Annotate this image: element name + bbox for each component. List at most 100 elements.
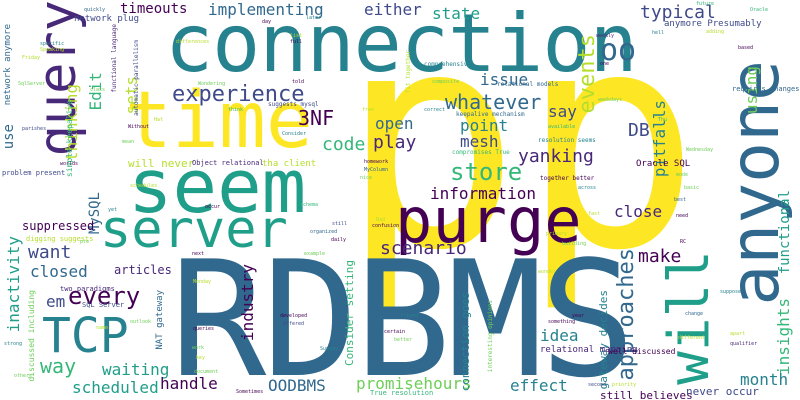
word-daily: daily [331,237,347,243]
word-free: free [362,107,375,113]
word-will-never: will never [128,157,195,170]
word-well-discussed: well discussed [608,347,676,356]
word-connection-goes: connection goes [459,292,472,392]
word-relational-models: relational models [497,81,559,88]
word-available: available [548,124,576,130]
word-time: time [125,76,313,166]
word-weekly: weekly [596,33,615,39]
word-effect: effect [510,376,568,395]
word-based: based [738,45,754,51]
word-mesh: mesh [460,132,499,151]
word-composite: composite [432,79,460,85]
word-specific: specific [40,41,65,47]
word-requires-changes: requires changes [732,85,800,93]
word-qualifier: qualifier [730,341,758,347]
word-hell: hell [652,30,665,36]
word-wednesday: Wednesday [686,147,714,153]
word-suppose: suppose [720,289,742,295]
word-open: open [375,114,414,133]
word-interesting-opinions: interesting opinions [487,300,494,373]
word-oo: oo [600,33,637,68]
word-waiting: waiting [102,360,170,379]
word-sql-server: SQL Server [82,301,125,309]
word-fit-together: fit together [405,50,412,94]
word-yet: yet [108,207,118,213]
word-implementing: implementing [208,0,324,19]
word-relational-mapping: relational mapping [540,345,638,355]
word-problem-present: problem present [2,169,66,177]
word-year: year [572,313,585,319]
word-thu: Thu [658,117,668,123]
word-either: either [364,0,422,19]
word-still: still [332,221,348,227]
word-whatever: whatever [445,90,542,114]
word-adding: adding [706,29,725,35]
word-compromises-true: compromises True [452,149,510,156]
word-wondering: Wondering [198,81,226,87]
word-oracle-sql: Oracle SQL [636,159,691,169]
word-industry: industry [238,264,257,342]
word-still-believes: still believes [600,389,693,400]
word-friday: Friday [22,55,41,61]
word-best: best [674,197,687,203]
word-name: name [96,325,109,331]
word-apart: apart [730,331,746,337]
word-priority: priority [612,382,637,388]
word-fast: fast [588,211,601,217]
word-tcp: TCP [42,308,129,364]
word-offered: offered [283,321,305,327]
word-together-better: together better [540,175,595,182]
word-yanking: yanking [518,146,594,167]
word-friend: friend [400,313,419,319]
word-purge: purge [395,184,582,257]
word-db: DB [628,120,650,141]
word-one: one [600,61,610,67]
word-comprehensive: comprehensive [424,61,471,68]
word-mycolumn: MyColumn [364,167,389,173]
word-scheduled: scheduled [72,378,159,397]
word-class: class [90,87,106,93]
word-oracle: Oracle [750,7,769,13]
word-queries: queries [193,326,215,332]
word-events: events [575,34,600,114]
word-example: example [304,251,326,257]
word-nat-gateway: NAT gateway [155,290,165,350]
word-rc: RC [680,239,687,245]
word-wonder: wonder [538,269,557,275]
word-inactivity: inactivity [4,236,23,333]
word-monday: Monday [193,279,212,285]
word-mean: mean [122,139,135,145]
word-idea: idea [540,326,579,345]
word-key: key [196,355,206,361]
word-p-left: p [340,0,521,316]
word-typical: typical [640,2,716,23]
word-developed: developed [280,313,308,319]
word-keepalive-mechanism: keepalive mechanism [456,111,525,118]
word-differences: differences [176,39,210,45]
word-different: different [678,335,706,341]
word-state: state [432,4,481,23]
word-automatic-parallelism: automatic parallelism [133,40,140,116]
word-correct: correct [424,107,446,113]
word-list: list [290,33,303,39]
word-sunday: Sunday [320,346,339,352]
word-network-anymore: network anymore [3,24,13,106]
word-insights: insights [774,298,793,376]
word-never-occur: never occur [686,385,759,398]
word-code: code [322,134,366,155]
word-anymore-presumably: anymore Presumably [664,19,762,29]
word-primary: primary [546,231,568,237]
word-nice: nice [360,175,373,181]
word-use: use [1,124,17,150]
word-functional-language: functional language [111,24,118,93]
word-future: future [696,1,715,7]
word-second: second [588,382,607,388]
word-em: em [46,292,66,311]
word-tha-client: tha client [262,159,317,169]
word-timeouts: timeouts [120,1,188,17]
word-work: work [192,345,205,351]
word-think: think [228,107,244,113]
word-day: day [262,19,272,25]
word-functional: functional [777,190,793,275]
